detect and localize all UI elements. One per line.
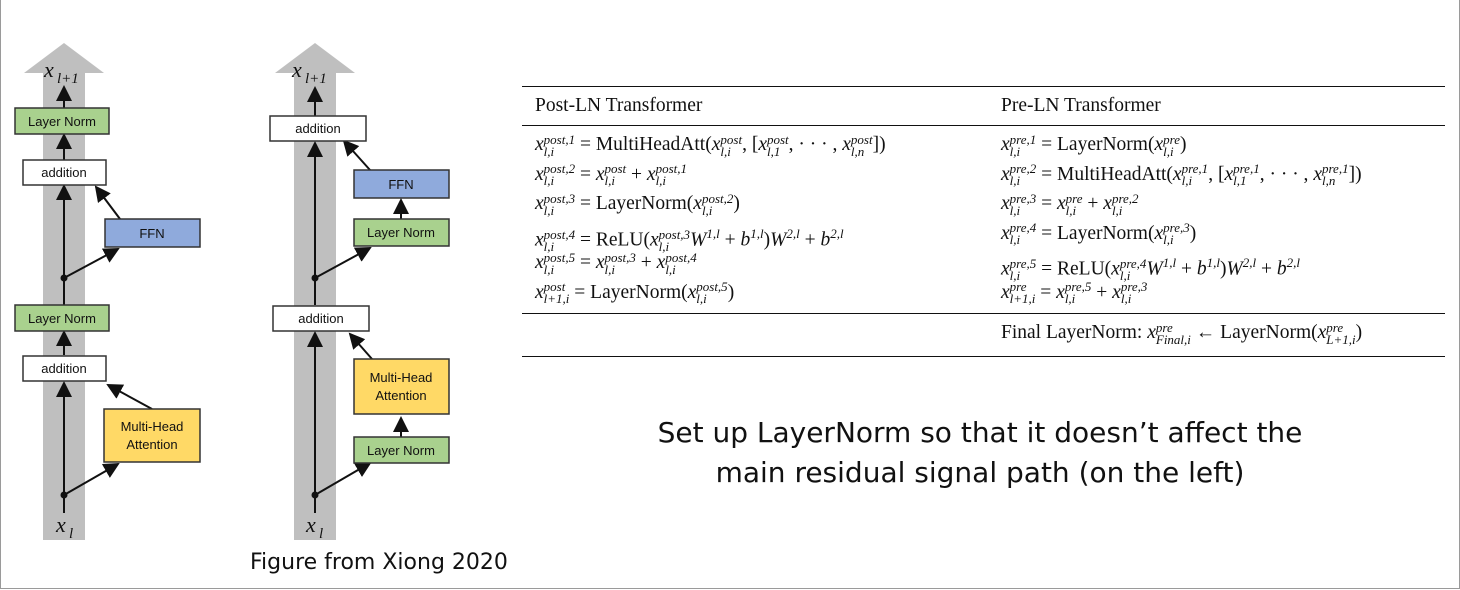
equations-table: Post-LN Transformer Pre-LN Transformer x… [522, 86, 1445, 357]
multi-head-attention-box-left: Multi-Head Attention [103, 408, 201, 463]
post-ln-equations: x post,1 l,i = MultiHeadAtt(x post l,i, [x po… [535, 131, 886, 307]
note-line-1: Set up LayerNorm so that it doesn’t affe… [657, 416, 1303, 449]
final-empty-cell [522, 314, 988, 357]
svg-text:FFN: FFN [139, 226, 164, 241]
layer-norm-box-top-right: Layer Norm [353, 218, 450, 247]
svg-text:Layer Norm: Layer Norm [28, 311, 96, 326]
mha-label-right: Multi-Head Attention [370, 370, 433, 403]
addition-box-top-right: addition [269, 115, 367, 142]
post-ln-diagram: x l+1 x l Layer Norm addition FFN [14, 43, 201, 542]
svg-text:addition: addition [41, 361, 87, 376]
output-label-left: x [43, 57, 54, 82]
note-line-2: main residual signal path (on the left) [715, 456, 1245, 489]
output-label-right: x [291, 57, 302, 82]
svg-text:Layer Norm: Layer Norm [367, 225, 435, 240]
ffn-box-right: FFN [353, 169, 450, 199]
addition-box-top-left: addition [22, 159, 107, 186]
multi-head-attention-box-right: Multi-Head Attention [353, 358, 450, 415]
svg-text:addition: addition [298, 311, 344, 326]
architecture-diagram: x l+1 x l Layer Norm addition FFN [14, 43, 450, 542]
layer-norm-box-top-left: Layer Norm [14, 107, 110, 135]
header-post-ln: Post-LN Transformer [535, 95, 703, 116]
input-label-right-sub: l [319, 526, 323, 542]
final-layernorm-equation: Final LayerNorm: x pre Final,i ← LayerNorm… [1001, 319, 1363, 347]
layer-norm-box-bottom-left: Layer Norm [14, 304, 110, 332]
svg-text:addition: addition [295, 121, 341, 136]
pre-ln-diagram: x l+1 x l addition FFN Layer Norm additi… [269, 43, 450, 542]
box-label: Layer Norm [28, 114, 96, 129]
layer-norm-box-bottom-right: Layer Norm [353, 436, 450, 464]
explanation-note: Set up LayerNorm so that it doesn’t affe… [600, 413, 1360, 493]
pre-ln-equations: x pre,1 l,i = LayerNorm(x pre l,i) x pre,2 l,i… [1001, 131, 1362, 307]
header-pre-ln: Pre-LN Transformer [1001, 95, 1161, 116]
svg-text:addition: addition [41, 165, 87, 180]
svg-text:Layer Norm: Layer Norm [367, 443, 435, 458]
addition-box-bottom-right: addition [272, 305, 370, 332]
ffn-box-left: FFN [104, 218, 201, 248]
input-label-right: x [305, 512, 316, 537]
input-label-left-sub: l [69, 526, 73, 542]
figure-caption: Figure from Xiong 2020 [250, 550, 508, 575]
addition-box-bottom-left: addition [22, 355, 107, 382]
input-label-left: x [55, 512, 66, 537]
mha-label-left: Multi-Head Attention [121, 419, 184, 452]
output-label-right-sub: l+1 [305, 71, 327, 87]
output-label-left-sub: l+1 [57, 71, 79, 87]
svg-text:FFN: FFN [388, 177, 413, 192]
